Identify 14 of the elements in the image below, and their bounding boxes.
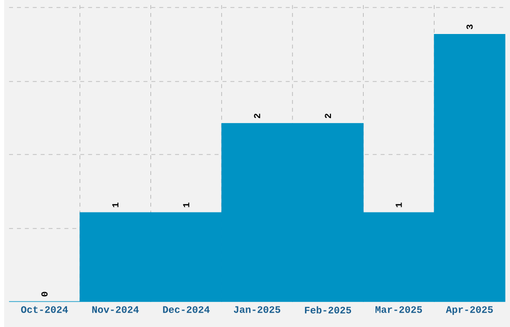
x-tick-label: Mar-2025	[376, 306, 422, 313]
data-label: 1	[183, 202, 190, 208]
data-label: 1	[396, 202, 402, 208]
x-tick-label: Oct-2024	[21, 306, 68, 313]
x-tick-label: Dec-2024	[163, 306, 210, 313]
x-tick-label: Jan-2025	[234, 306, 280, 313]
data-label: 2	[254, 114, 260, 118]
x-tick-label: Apr-2025	[446, 306, 493, 315]
data-label: 3	[466, 24, 473, 30]
data-label: 0	[41, 292, 48, 296]
x-tick-label: Nov-2024	[92, 306, 139, 313]
data-label: 2	[324, 114, 331, 118]
x-tick-label: Feb-2025	[304, 306, 352, 314]
data-label: 1	[112, 202, 118, 208]
